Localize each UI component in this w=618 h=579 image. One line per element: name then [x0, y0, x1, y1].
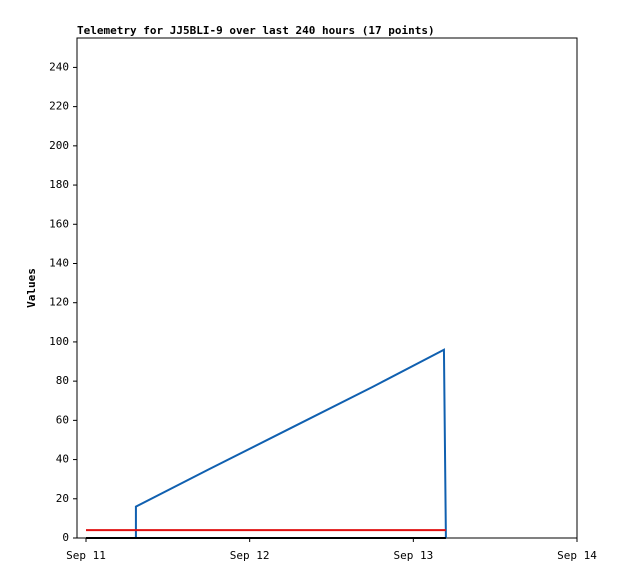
x-tick-label: Sep 11 [66, 549, 106, 562]
y-tick-label: 80 [56, 374, 69, 387]
y-tick-label: 180 [49, 178, 69, 191]
series-line [134, 348, 447, 539]
y-tick-label: 140 [49, 256, 69, 269]
x-tick-label: Sep 14 [557, 549, 597, 562]
y-tick-label: 20 [56, 492, 69, 505]
y-tick-label: 60 [56, 413, 69, 426]
y-axis-label: Values [25, 268, 38, 308]
plot-frame [76, 37, 578, 539]
y-tick-label: 220 [49, 100, 69, 113]
chart-title: Telemetry for JJ5BLI-9 over last 240 hou… [77, 24, 435, 37]
y-tick-label: 40 [56, 453, 69, 466]
y-tick-label: 0 [62, 531, 69, 544]
x-tick-label: Sep 13 [393, 549, 433, 562]
y-tick-label: 100 [49, 335, 69, 348]
y-tick-label: 240 [49, 60, 69, 73]
y-tick-label: 120 [49, 296, 69, 309]
y-tick-label: 160 [49, 217, 69, 230]
x-tick-label: Sep 12 [230, 549, 270, 562]
y-tick-label: 200 [49, 139, 69, 152]
